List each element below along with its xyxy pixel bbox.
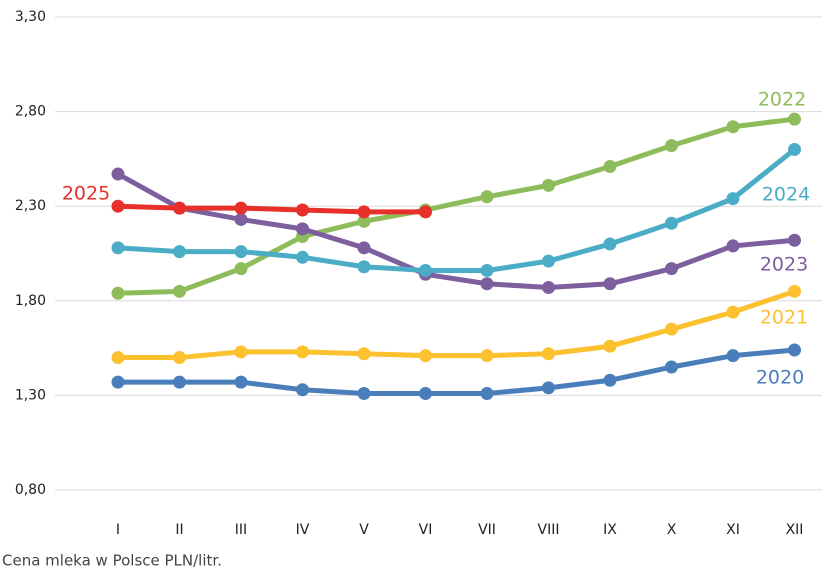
x-tick-label: I	[116, 522, 120, 538]
point	[111, 199, 125, 213]
point	[419, 264, 432, 278]
x-tick-label: X	[667, 522, 677, 538]
point	[357, 387, 371, 401]
x-tick-label: IX	[603, 522, 617, 538]
x-tick-label: V	[359, 522, 369, 538]
y-tick-label: 1,80	[15, 293, 46, 309]
point	[111, 167, 125, 181]
point	[111, 286, 125, 300]
series-label: 2022	[758, 89, 806, 111]
series-label: 2020	[756, 367, 804, 389]
point	[234, 201, 248, 215]
series-line	[117, 203, 426, 215]
point	[419, 205, 432, 219]
point	[234, 262, 248, 276]
point	[542, 381, 555, 395]
point	[111, 375, 125, 389]
point	[542, 281, 555, 295]
point	[665, 360, 678, 374]
series-line	[117, 116, 795, 296]
point	[234, 375, 248, 389]
point	[542, 347, 555, 361]
point	[357, 260, 371, 274]
x-tick-label: VI	[419, 522, 433, 538]
series-label: 2025	[62, 183, 110, 205]
x-tick-label: IV	[296, 522, 310, 538]
point	[788, 142, 801, 156]
x-tick-label: VIII	[538, 522, 560, 538]
point	[173, 201, 186, 215]
point	[726, 239, 740, 253]
point	[480, 277, 494, 291]
y-tick-label: 1,30	[15, 387, 46, 403]
point	[296, 383, 309, 397]
point	[480, 387, 494, 401]
point	[480, 349, 494, 363]
y-tick-label: 2,80	[15, 104, 46, 120]
point	[788, 233, 801, 247]
point	[357, 241, 371, 255]
point	[726, 349, 740, 363]
caption: Cena mleka w Polsce PLN/litr.	[2, 552, 222, 570]
point	[665, 262, 678, 276]
point	[665, 139, 678, 153]
series-label: 2024	[762, 184, 810, 206]
series-line	[116, 171, 795, 291]
point	[296, 203, 309, 217]
point	[234, 245, 248, 259]
point	[173, 284, 186, 298]
point	[357, 347, 371, 361]
point	[603, 159, 617, 173]
y-tick-label: 0,80	[15, 482, 46, 498]
series-line	[117, 147, 797, 274]
point	[111, 241, 125, 255]
point	[234, 212, 248, 226]
point	[357, 205, 371, 219]
y-tick-label: 2,30	[15, 198, 46, 214]
point	[357, 214, 371, 228]
point	[788, 343, 801, 357]
point	[480, 190, 494, 204]
point	[296, 222, 309, 236]
x-tick-label: XII	[786, 522, 804, 538]
point	[419, 387, 432, 401]
x-tick-label: VII	[478, 522, 496, 538]
point	[173, 375, 186, 389]
point	[603, 339, 617, 353]
point	[788, 112, 801, 126]
point	[234, 345, 248, 359]
point	[726, 120, 740, 134]
point	[542, 178, 555, 192]
point	[603, 373, 617, 387]
point	[419, 349, 432, 363]
point	[111, 351, 125, 365]
point	[603, 277, 617, 291]
series-line	[118, 288, 796, 361]
point	[726, 305, 740, 319]
x-tick-label: XI	[726, 522, 740, 538]
series-label: 2021	[760, 307, 808, 329]
point	[603, 237, 617, 251]
x-tick-label: III	[235, 522, 247, 538]
point	[173, 245, 186, 259]
point	[665, 322, 678, 336]
point	[296, 345, 309, 359]
point	[542, 254, 555, 268]
y-tick-label: 3,30	[15, 9, 46, 25]
series-line	[118, 347, 795, 397]
point	[665, 216, 678, 230]
series-label: 2023	[760, 254, 808, 276]
point	[480, 264, 494, 278]
point	[788, 284, 801, 298]
point	[173, 351, 186, 365]
x-tick-label: II	[175, 522, 183, 538]
point	[296, 250, 309, 264]
point	[726, 192, 740, 206]
